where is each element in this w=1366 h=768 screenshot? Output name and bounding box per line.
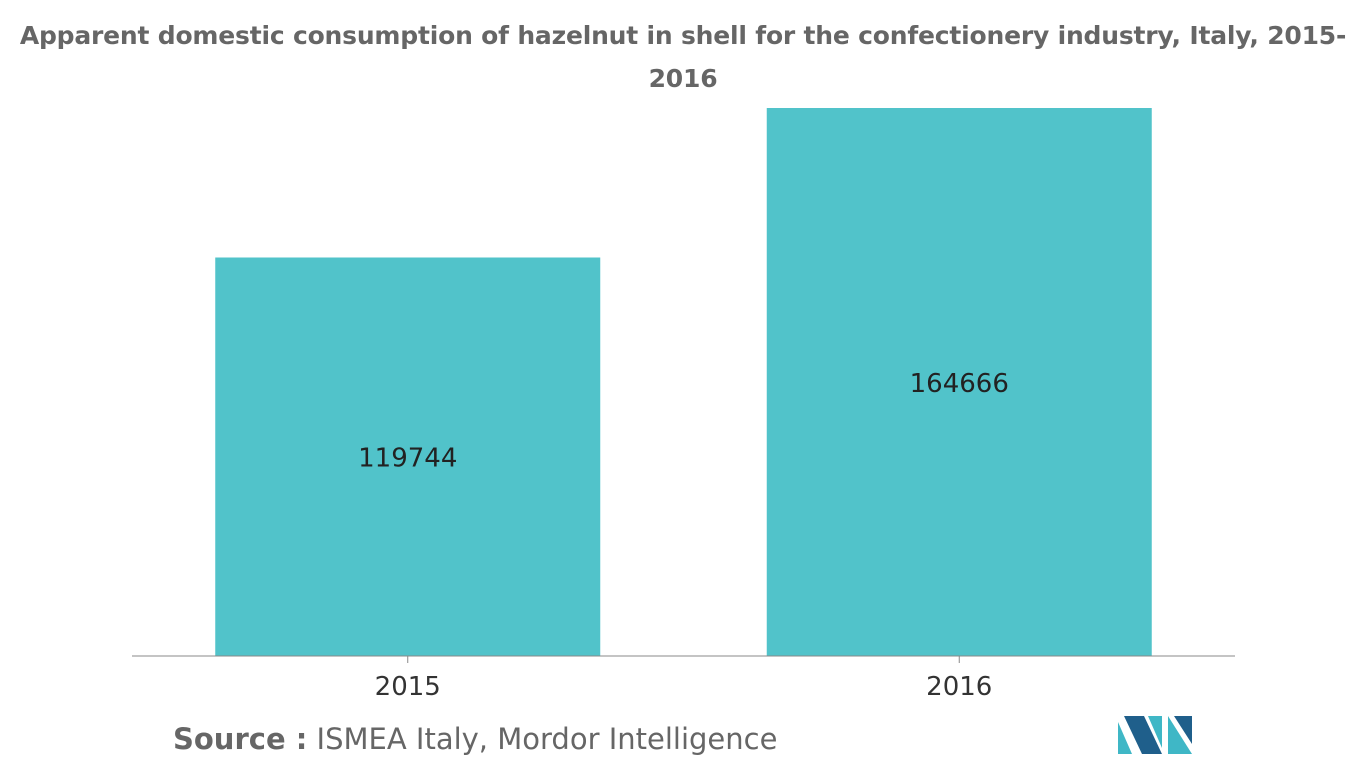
data-label-2016: 164666 bbox=[910, 369, 1009, 399]
logo-shape-middle bbox=[1124, 716, 1162, 754]
logo-shape-right-lower bbox=[1168, 716, 1192, 754]
x-tick-label-2015: 2015 bbox=[375, 672, 441, 702]
source-note: Source : ISMEA Italy, Mordor Intelligenc… bbox=[173, 722, 777, 756]
x-ticks-group: 2015 2016 bbox=[375, 656, 992, 702]
source-text: ISMEA Italy, Mordor Intelligence bbox=[316, 722, 778, 756]
bar-2016 bbox=[766, 108, 1152, 656]
data-label-2015: 119744 bbox=[358, 444, 457, 474]
logo-shape-left bbox=[1118, 722, 1132, 754]
source-label: Source : bbox=[173, 722, 308, 756]
bar-2015 bbox=[215, 257, 601, 656]
logo-shape-right-upper bbox=[1174, 716, 1192, 744]
logo-shape-top bbox=[1148, 716, 1162, 748]
bars-group: 119744 164666 bbox=[215, 108, 1152, 656]
x-tick-label-2016: 2016 bbox=[926, 672, 992, 702]
mordor-intelligence-logo-icon bbox=[1118, 716, 1192, 754]
chart-title: Apparent domestic consumption of hazelnu… bbox=[19, 21, 1347, 93]
